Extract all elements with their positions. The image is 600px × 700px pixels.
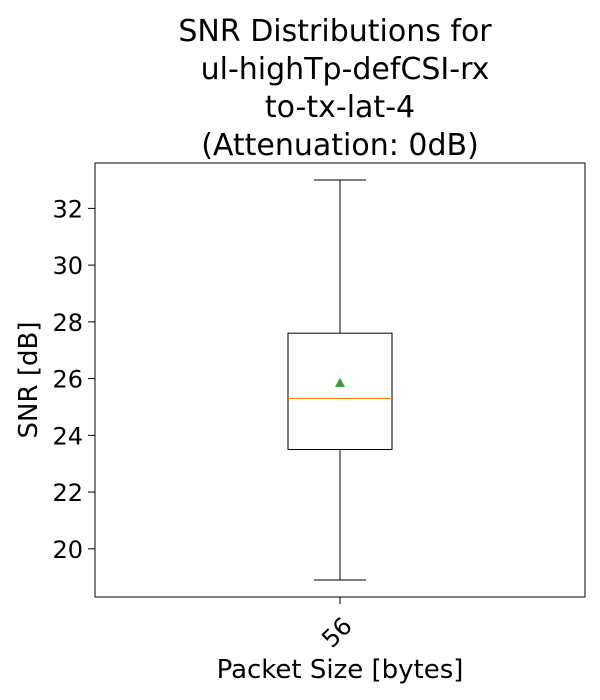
mean-marker <box>335 377 345 387</box>
chart-title-line-1: SNR Distributions for <box>178 14 492 49</box>
chart-title-line-3: to-tx-lat-4 <box>265 90 415 125</box>
y-tick-label: 22 <box>52 479 83 507</box>
y-tick-label: 24 <box>52 422 83 450</box>
x-axis-label: Packet Size [bytes] <box>217 655 464 685</box>
iqr-box <box>287 332 393 450</box>
y-tick-label: 32 <box>52 195 83 223</box>
y-tick-label: 26 <box>52 366 83 394</box>
chart-title-line-4: (Attenuation: 0dB) <box>201 128 479 163</box>
x-tick-label: 56 <box>316 612 357 653</box>
y-tick-label: 30 <box>52 252 83 280</box>
y-tick-label: 28 <box>52 309 83 337</box>
chart-title: SNR Distributions for ul-highTp-defCSI-r… <box>178 14 492 163</box>
y-axis-label: SNR [dB] <box>14 322 44 439</box>
plot-area: 20 22 24 26 28 30 32 56 <box>52 179 393 653</box>
chart-title-line-2: ul-highTp-defCSI-rx <box>201 52 490 87</box>
plot-frame <box>94 162 586 598</box>
y-tick-label: 20 <box>52 536 83 564</box>
